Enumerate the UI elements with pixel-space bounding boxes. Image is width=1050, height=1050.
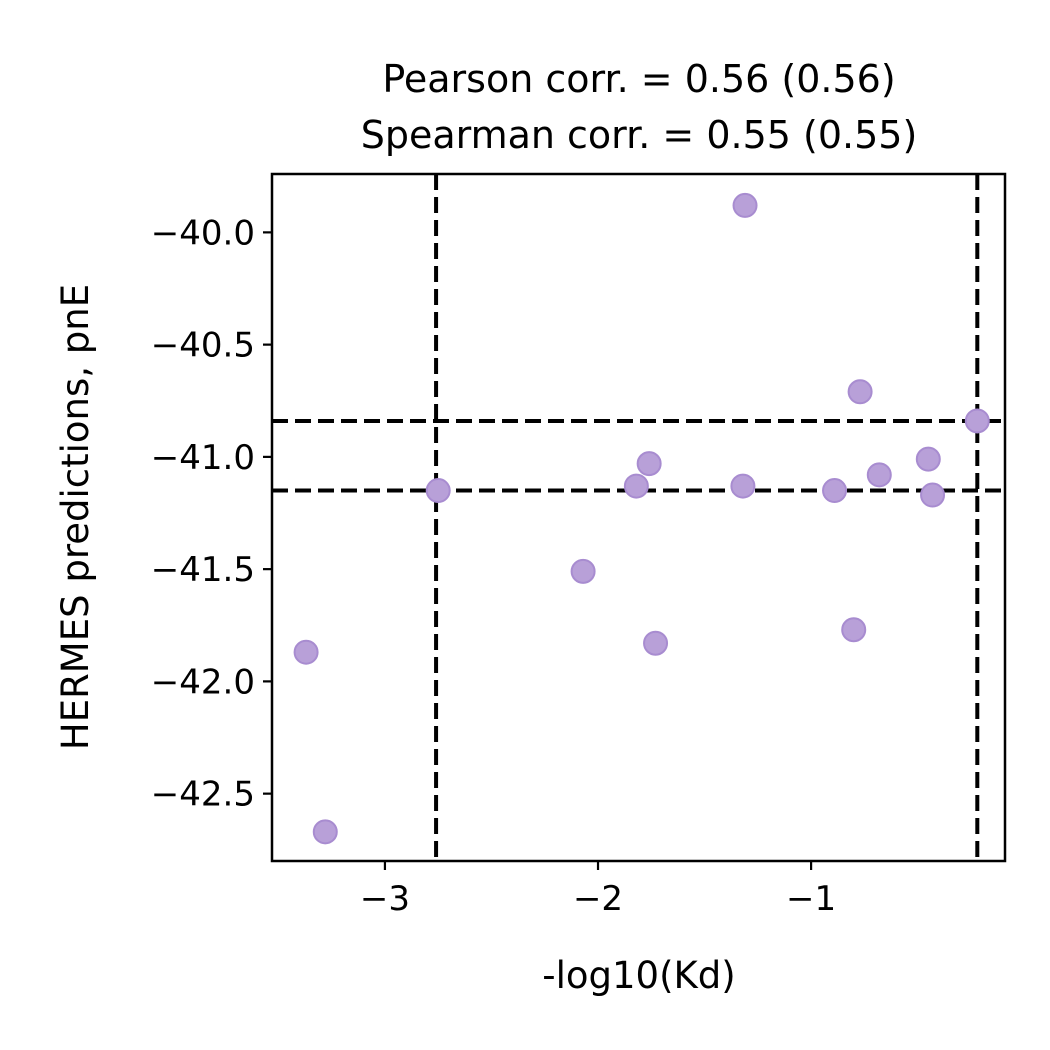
data-point-15 <box>312 819 338 845</box>
data-point-0 <box>732 192 758 218</box>
data-point-5 <box>866 462 892 488</box>
y-axis-ticks: −40.0 −40.5 −41.0 −41.5 −42.0 −42.5 <box>151 213 272 815</box>
x-tick-label-1: −2 <box>573 879 623 919</box>
data-point-7 <box>623 473 649 499</box>
x-tick-label-0: −3 <box>360 879 410 919</box>
chart-title-line-1: Pearson corr. = 0.56 (0.56) <box>382 57 895 101</box>
x-axis-label: -log10(Kd) <box>542 954 735 997</box>
data-point-2 <box>964 408 990 434</box>
data-point-8 <box>730 473 756 499</box>
data-point-1 <box>847 379 873 405</box>
plot-frame <box>270 172 1007 863</box>
reference-lines <box>272 174 1005 861</box>
y-tick-label-5: −42.5 <box>151 775 255 815</box>
y-tick-label-2: −41.0 <box>151 438 255 478</box>
y-tick-label-0: −40.0 <box>151 213 255 253</box>
data-point-3 <box>636 451 662 477</box>
chart-title-line-2: Spearman corr. = 0.55 (0.55) <box>361 113 918 157</box>
x-tick-label-2: −1 <box>786 879 836 919</box>
data-point-14 <box>293 639 319 665</box>
data-point-6 <box>425 478 451 504</box>
y-tick-label-4: −42.0 <box>151 662 255 702</box>
y-tick-label-3: −41.5 <box>151 550 255 590</box>
y-tick-label-1: −40.5 <box>151 326 255 366</box>
y-axis-label: HERMES predictions, pnE <box>54 284 97 750</box>
data-point-13 <box>841 617 867 643</box>
data-points <box>293 192 990 845</box>
data-point-10 <box>920 482 946 508</box>
data-point-11 <box>570 558 596 584</box>
data-point-4 <box>915 446 941 472</box>
data-point-9 <box>822 478 848 504</box>
x-axis-ticks: −3 −2 −1 <box>360 861 836 919</box>
data-point-12 <box>643 630 669 656</box>
